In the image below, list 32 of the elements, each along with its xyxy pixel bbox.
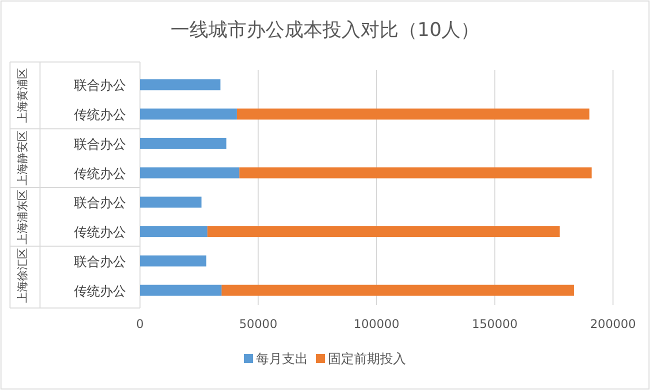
bar	[140, 255, 206, 266]
y-tick-label: 传统办公	[74, 108, 126, 124]
y-tick-label: 传统办公	[74, 284, 126, 300]
bar	[140, 108, 237, 120]
bar	[140, 226, 208, 238]
bar	[207, 226, 560, 238]
bar	[140, 138, 226, 149]
chart-title: 一线城市办公成本投入对比（10人）	[170, 19, 480, 41]
x-tick-label: 200000	[590, 317, 636, 331]
x-tick-label: 150000	[472, 317, 518, 331]
x-tick-label: 50000	[239, 317, 278, 331]
y-tick-label: 联合办公	[74, 254, 126, 270]
bar	[140, 167, 240, 178]
bar	[239, 167, 592, 178]
bar	[236, 108, 590, 120]
x-tick-label: 0	[136, 317, 144, 331]
legend-label: 每月支出	[256, 352, 308, 367]
bar	[140, 79, 220, 90]
x-tick-label: 100000	[354, 317, 400, 331]
y-tick-label: 联合办公	[74, 137, 126, 152]
text: 上海徐汇区	[16, 248, 29, 304]
y-tick-label: 传统办公	[74, 166, 126, 182]
text: 上海黄浦区	[16, 68, 29, 123]
bar	[140, 284, 222, 296]
text: 上海浦东区	[16, 189, 29, 244]
text: 上海静安区	[16, 130, 29, 186]
y-tick-label: 联合办公	[74, 78, 126, 94]
y-tick-label: 联合办公	[74, 196, 126, 212]
bar	[140, 196, 202, 208]
bar	[222, 284, 574, 296]
y-tick-label: 传统办公	[74, 226, 126, 241]
legend-label: 固定前期投入	[328, 352, 406, 367]
